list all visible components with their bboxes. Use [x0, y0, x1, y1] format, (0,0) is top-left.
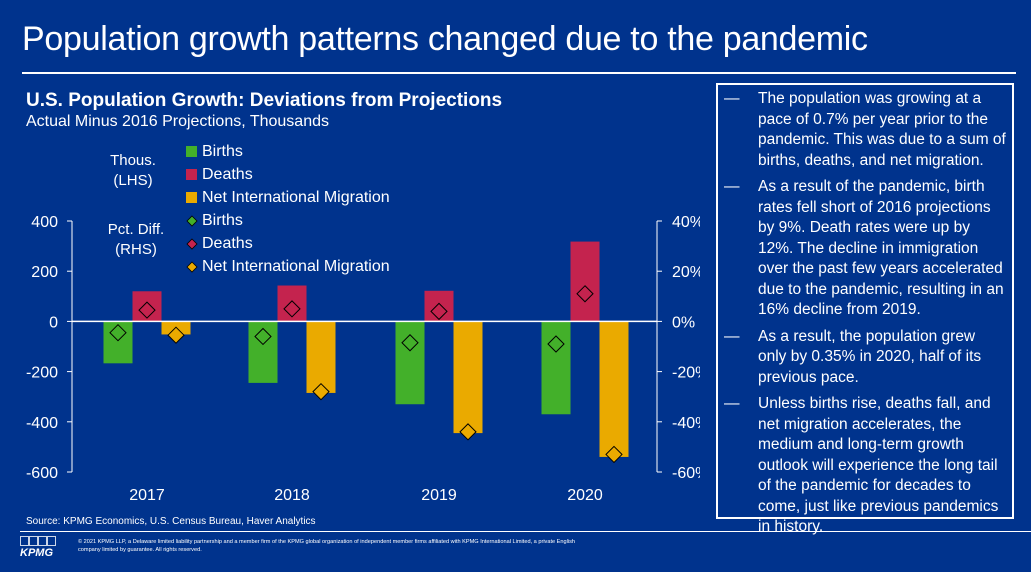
marker-deaths-2018 — [283, 300, 301, 318]
dash-bullet-icon: — — [724, 327, 740, 345]
marker-net-international-migration-2020 — [605, 445, 623, 464]
left-axis-tick-label: -400 — [26, 415, 58, 432]
legend-label-migration-bar: Net International Migration — [202, 189, 390, 206]
left-axis-tick-label: -600 — [26, 465, 58, 482]
note-text: As a result of the pandemic, birth rates… — [758, 178, 1004, 318]
bar-net-international-migration-2019 — [453, 321, 483, 434]
legend-label-deaths-marker: Deaths — [202, 235, 253, 252]
left-axis-label-line2: (LHS) — [113, 172, 153, 189]
legend-label-births-marker: Births — [202, 212, 243, 229]
left-axis-tick-label: 400 — [31, 214, 58, 231]
marker-births-2018 — [254, 327, 272, 346]
note-text: Unless births rise, deaths fall, and net… — [758, 395, 999, 535]
footer-divider — [20, 531, 1031, 532]
bar-births-2019 — [395, 321, 425, 405]
source-note: Source: KPMG Economics, U.S. Census Bure… — [26, 516, 316, 527]
marker-births-2019 — [401, 334, 419, 352]
x-axis-label: 2020 — [567, 487, 603, 504]
right-axis-label-line2: (RHS) — [115, 241, 157, 258]
right-axis-tick-label: 0% — [672, 314, 695, 331]
legend-swatch-births — [186, 146, 197, 157]
bar-net-international-migration-2018 — [306, 321, 336, 393]
notes-panel: — The population was growing at a pace of… — [716, 83, 1014, 535]
logo-text: KPMG — [20, 547, 53, 558]
legend-item-deaths-bar: Deaths — [186, 163, 390, 186]
copyright-note: © 2021 KPMG LLP, a Delaware limited liab… — [78, 539, 576, 553]
dash-bullet-icon: — — [724, 395, 740, 412]
left-axis-label: Thous. (LHS) — [93, 151, 173, 191]
legend-label-births-bar: Births — [202, 143, 243, 160]
legend-label-migration-marker: Net International Migration — [202, 258, 390, 275]
right-axis-tick-label: 20% — [672, 264, 700, 281]
right-axis-tick-label: -20% — [672, 365, 700, 382]
x-axis-label: 2018 — [274, 487, 310, 504]
note-item: — The population was growing at a pace of… — [724, 89, 1006, 177]
note-text: The population was growing at a pace of … — [758, 90, 1006, 169]
marker-births-2017 — [109, 323, 127, 342]
marker-deaths-2017 — [138, 301, 156, 319]
note-item: — As a result, the population grew only b… — [724, 327, 1006, 395]
legend-item-births-bar: Births — [186, 140, 390, 163]
chart-title: U.S. Population Growth: Deviations from … — [26, 90, 503, 111]
marker-births-2020 — [547, 335, 565, 353]
title-divider — [22, 72, 1016, 74]
bar-deaths-2020 — [570, 241, 600, 322]
right-axis-label-line1: Pct. Diff. — [107, 221, 165, 238]
legend-item-deaths-marker: Deaths — [186, 232, 390, 255]
note-item: — As a result of the pandemic, birth rate… — [724, 177, 1006, 327]
legend-item-births-marker: Births — [186, 209, 390, 232]
note-item: — Unless births rise, deaths fall, and ne… — [724, 394, 1006, 544]
marker-net-international-migration-2018 — [312, 382, 330, 401]
marker-deaths-2020 — [576, 285, 594, 303]
x-axis-label: 2017 — [129, 487, 165, 504]
dash-bullet-icon: — — [724, 178, 740, 195]
left-axis-tick-label: 0 — [49, 314, 58, 331]
legend-item-migration-marker: Net International Migration — [186, 255, 390, 278]
chart-subtitle: Actual Minus 2016 Projections, Thousands — [26, 113, 329, 130]
bar-net-international-migration-2020 — [599, 321, 629, 457]
left-axis-tick-label: -200 — [26, 365, 58, 382]
note-text: As a result, the population grew only by… — [758, 327, 982, 386]
legend-diamond-migration-icon — [186, 260, 198, 273]
marker-net-international-migration-2019 — [459, 423, 477, 441]
right-axis-tick-label: 40% — [672, 214, 700, 231]
legend-label-deaths-bar: Deaths — [202, 166, 253, 183]
slide-title: Population growth patterns changed due t… — [22, 20, 868, 58]
legend-item-migration-bar: Net International Migration — [186, 186, 390, 209]
chart-legend: Births Deaths Net International Migratio… — [186, 140, 390, 278]
legend-swatch-deaths — [186, 169, 197, 180]
x-axis-label: 2019 — [421, 487, 457, 504]
notes-list: — The population was growing at a pace of… — [718, 85, 1012, 544]
dash-bullet-icon: — — [724, 90, 740, 107]
left-axis-label-line1: Thous. — [110, 152, 156, 169]
legend-swatch-migration — [186, 192, 197, 203]
marker-net-international-migration-2017 — [167, 326, 185, 344]
left-axis-tick-label: 200 — [31, 264, 58, 281]
marker-deaths-2019 — [430, 302, 448, 321]
chart-plot: 400 200 0 -200 -400 -600 40% 20% 0% -20% -40% -60% 2… — [26, 214, 700, 504]
legend-diamond-deaths-icon — [186, 237, 198, 250]
legend-diamond-births-icon — [186, 214, 198, 227]
right-axis-tick-label: -40% — [672, 415, 700, 432]
right-axis-tick-label: -60% — [672, 465, 700, 482]
kpmg-logo: KPMG — [20, 536, 56, 558]
right-axis-label: Pct. Diff. (RHS) — [96, 220, 176, 260]
